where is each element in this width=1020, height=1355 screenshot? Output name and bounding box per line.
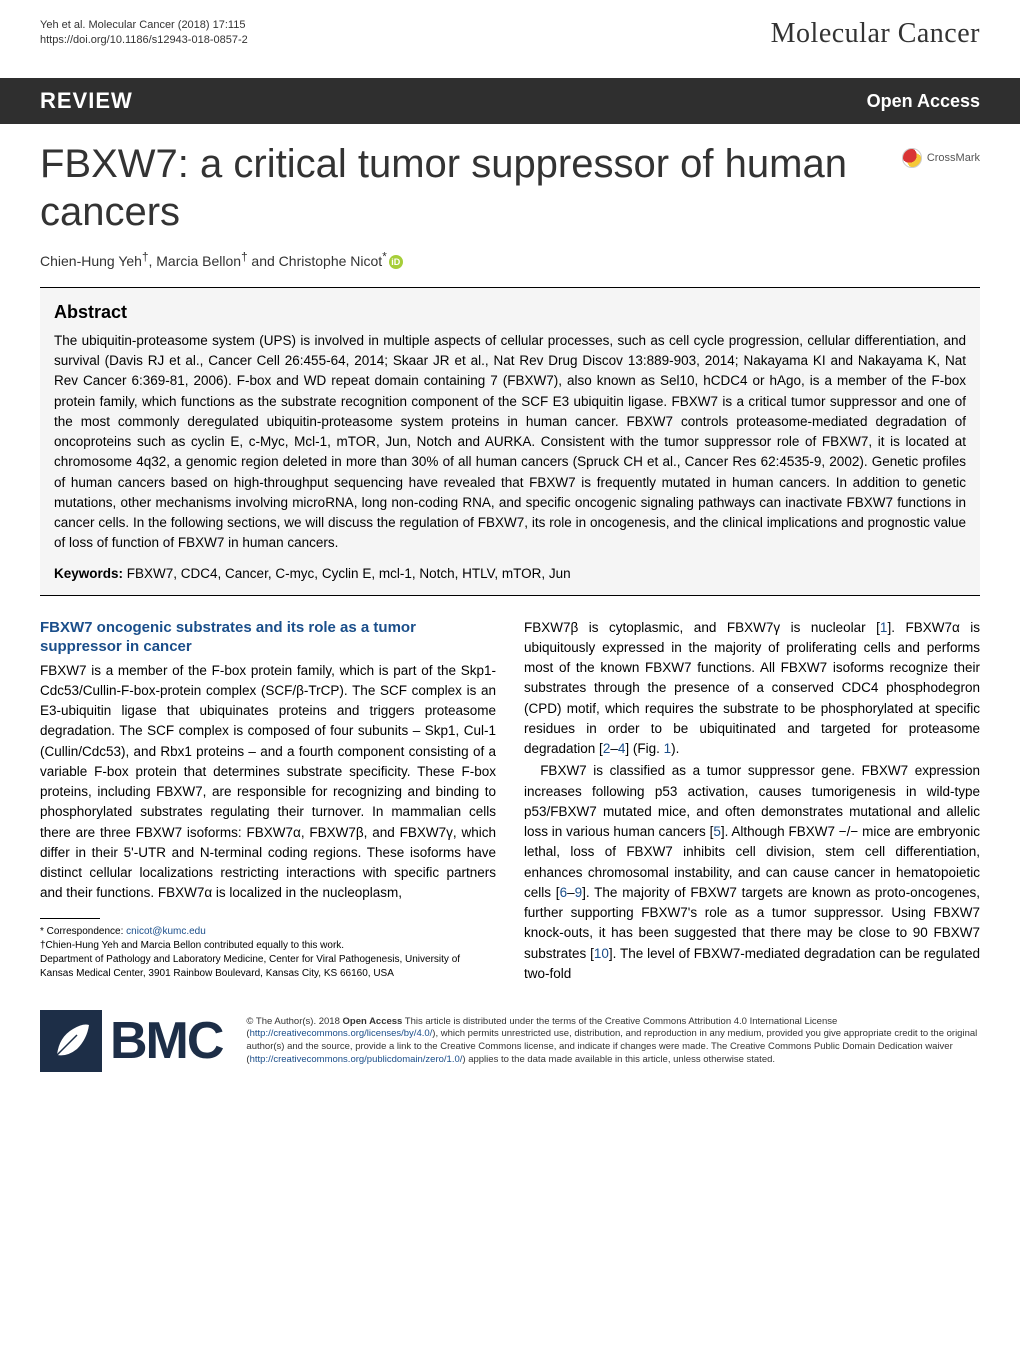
col2-paragraph-1: FBXW7β is cytoplasmic, and FBXW7γ is nuc… (524, 618, 980, 760)
body-content: FBXW7 oncogenic substrates and its role … (0, 596, 1020, 995)
contribution-note: †Chien-Hung Yeh and Marcia Bellon contri… (40, 939, 496, 953)
affiliation: Department of Pathology and Laboratory M… (40, 953, 496, 981)
open-access-label: Open Access (867, 91, 980, 112)
keywords: FBXW7, CDC4, Cancer, C-myc, Cyclin E, mc… (123, 566, 571, 581)
ref-9[interactable]: 9 (575, 885, 583, 900)
keywords-label: Keywords: (54, 566, 123, 581)
abstract-text: The ubiquitin-proteasome system (UPS) is… (54, 331, 966, 554)
footnotes: * Correspondence: cnicot@kumc.edu †Chien… (40, 925, 496, 981)
review-label: REVIEW (40, 88, 133, 114)
authors-text: Chien-Hung Yeh†, Marcia Bellon† and Chri… (40, 253, 387, 269)
footer: BMC © The Author(s). 2018 Open Access Th… (0, 994, 1020, 1094)
crossmark-badge[interactable]: CrossMark (902, 148, 980, 168)
correspondence-email[interactable]: cnicot@kumc.edu (126, 926, 206, 937)
bmc-leaf-icon (49, 1019, 93, 1063)
col1-paragraph: FBXW7 is a member of the F-box protein f… (40, 661, 496, 904)
col2-paragraph-2: FBXW7 is classified as a tumor suppresso… (524, 761, 980, 984)
review-bar: REVIEW Open Access (0, 78, 1020, 124)
fig-1-ref[interactable]: 1 (664, 741, 672, 756)
footnote-divider (40, 918, 100, 919)
header-info: Yeh et al. Molecular Cancer (2018) 17:11… (0, 0, 1020, 58)
orcid-icon[interactable]: iD (389, 255, 403, 269)
title-row: FBXW7: a critical tumor suppressor of hu… (0, 124, 1020, 236)
cc0-link[interactable]: http://creativecommons.org/publicdomain/… (250, 1054, 463, 1065)
column-left: FBXW7 oncogenic substrates and its role … (40, 618, 496, 985)
bmc-text: BMC (110, 1011, 222, 1071)
doi: https://doi.org/10.1186/s12943-018-0857-… (40, 33, 248, 48)
citation: Yeh et al. Molecular Cancer (2018) 17:11… (40, 18, 248, 33)
section-heading: FBXW7 oncogenic substrates and its role … (40, 618, 496, 657)
journal-name: Molecular Cancer (771, 18, 980, 50)
correspondence-label: * Correspondence: (40, 926, 126, 937)
ref-6[interactable]: 6 (560, 885, 568, 900)
keywords-line: Keywords: FBXW7, CDC4, Cancer, C-myc, Cy… (54, 566, 966, 581)
article-title: FBXW7: a critical tumor suppressor of hu… (40, 140, 882, 236)
authors-line: Chien-Hung Yeh†, Marcia Bellon† and Chri… (0, 236, 1020, 287)
crossmark-icon (902, 148, 922, 168)
crossmark-label: CrossMark (927, 152, 980, 164)
bmc-logo: BMC (40, 1010, 222, 1072)
column-right: FBXW7β is cytoplasmic, and FBXW7γ is nuc… (524, 618, 980, 985)
bmc-icon (40, 1010, 102, 1072)
open-access-bold: Open Access (343, 1016, 403, 1027)
correspondence-line: * Correspondence: cnicot@kumc.edu (40, 925, 496, 939)
cc-by-link[interactable]: http://creativecommons.org/licenses/by/4… (250, 1028, 433, 1039)
abstract-heading: Abstract (54, 302, 966, 323)
ref-5[interactable]: 5 (713, 824, 721, 839)
ref-10[interactable]: 10 (594, 946, 609, 961)
abstract-box: Abstract The ubiquitin-proteasome system… (40, 287, 980, 596)
license-text: © The Author(s). 2018 Open Access This a… (246, 1016, 980, 1067)
header-left: Yeh et al. Molecular Cancer (2018) 17:11… (40, 18, 248, 49)
